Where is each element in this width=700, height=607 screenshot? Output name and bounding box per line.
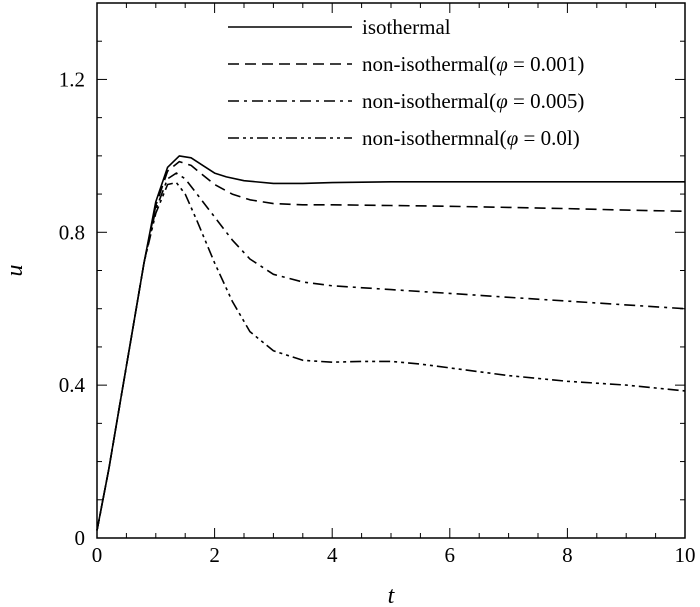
y-tick-label: 1.2 bbox=[59, 67, 85, 91]
legend-label-prefix: non-isothermnal( bbox=[362, 126, 507, 150]
legend-label-phi: φ bbox=[496, 52, 508, 76]
series-line-2 bbox=[96, 160, 686, 531]
legend-label-value: = 0.005 bbox=[508, 89, 578, 113]
legend-entry-2: non-isothermal(φ = 0.001) bbox=[362, 52, 584, 76]
legend-label-prefix: non-isothermal( bbox=[362, 52, 496, 76]
y-axis-title: u bbox=[2, 265, 28, 277]
y-tick-label: 0.8 bbox=[59, 220, 85, 244]
plot-frame bbox=[96, 2, 686, 539]
x-tick-label: 0 bbox=[92, 543, 103, 567]
legend-entry-4: non-isothermnal(φ = 0.0l) bbox=[362, 126, 580, 150]
axis-ticks bbox=[96, 2, 686, 539]
x-tick-label: 2 bbox=[209, 543, 220, 567]
tick-labels: 0 2 4 6 8 10 0 0.4 0.8 1.2 bbox=[59, 67, 696, 567]
x-tick-label: 6 bbox=[445, 543, 456, 567]
legend-label-value: = 0.0l bbox=[518, 126, 573, 150]
series-line-1 bbox=[96, 155, 685, 531]
series-line-3 bbox=[96, 172, 686, 531]
legend-label-suffix: ) bbox=[577, 89, 584, 113]
legend-label-suffix: ) bbox=[577, 52, 584, 76]
x-axis-title: t bbox=[388, 583, 396, 607]
legend-entry-1: isothermal bbox=[362, 15, 451, 39]
x-tick-label: 8 bbox=[562, 543, 573, 567]
legend-entry-3: non-isothermal(φ = 0.005) bbox=[362, 89, 584, 113]
series-lines bbox=[96, 155, 686, 531]
legend-label-phi: φ bbox=[507, 126, 519, 150]
legend-label-prefix: non-isothermal( bbox=[362, 89, 496, 113]
series-line-4 bbox=[96, 181, 686, 531]
legend-label-prefix: isothermal bbox=[362, 15, 451, 39]
legend-label-suffix: ) bbox=[573, 126, 580, 150]
x-tick-label: 10 bbox=[675, 543, 696, 567]
legend-label-phi: φ bbox=[496, 89, 508, 113]
y-tick-label: 0 bbox=[75, 526, 86, 550]
legend-label-value: = 0.001 bbox=[508, 52, 578, 76]
y-tick-label: 0.4 bbox=[59, 373, 86, 397]
x-tick-label: 4 bbox=[327, 543, 338, 567]
